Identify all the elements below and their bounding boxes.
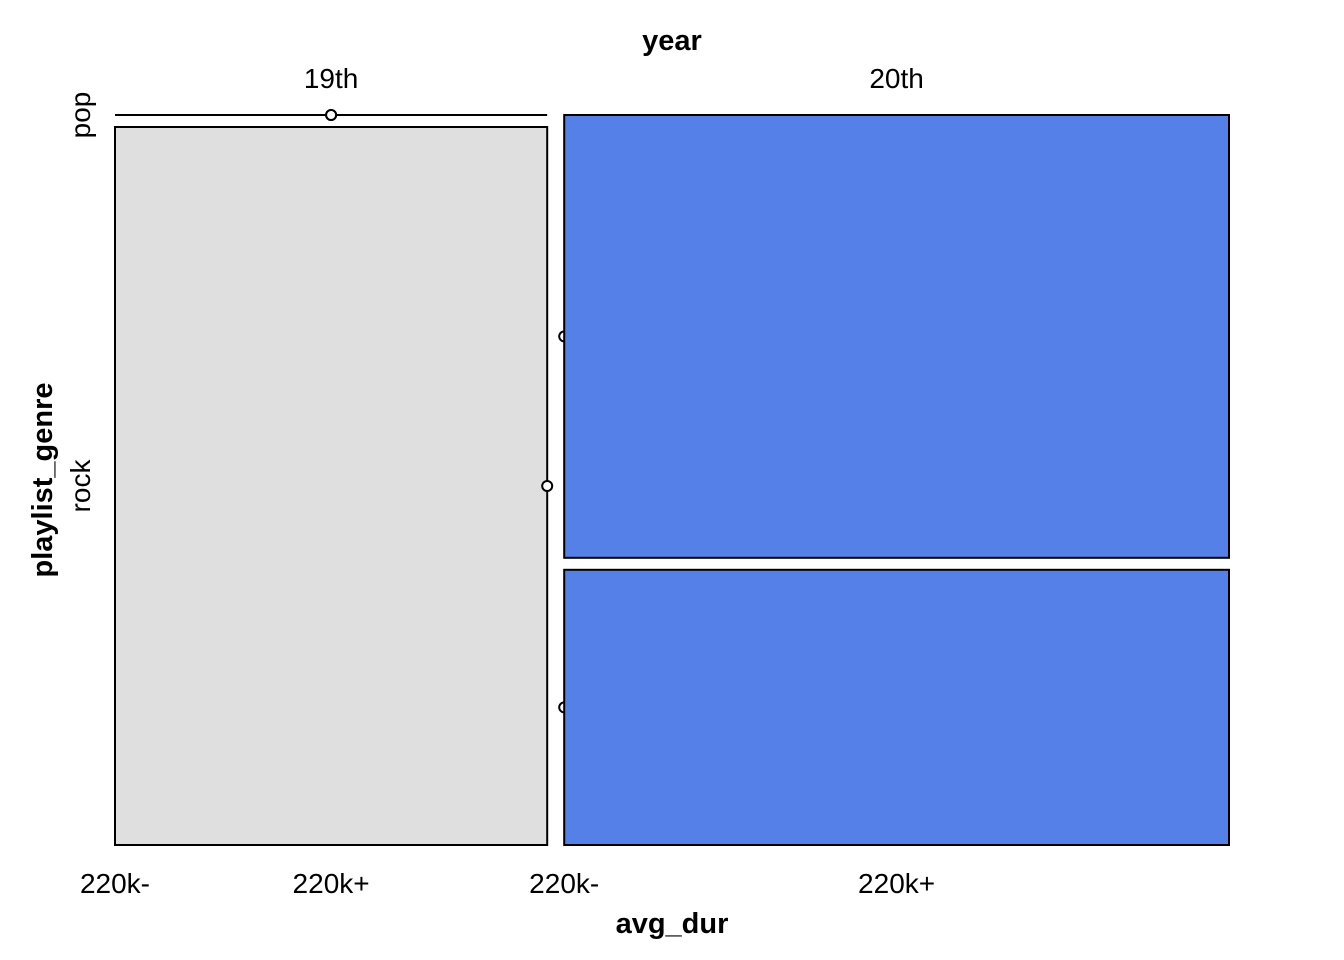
avg-dur-label-19th-220k: 220k+ bbox=[293, 868, 370, 899]
left-variable-title: playlist_genre bbox=[27, 382, 59, 577]
top-variable-title: year bbox=[642, 25, 702, 57]
mosaic-cell-20th-rock-220k bbox=[563, 568, 1230, 846]
mosaic-cell-19th-rock-220k-empty-marker bbox=[541, 480, 554, 492]
bottom-variable-title: avg_dur bbox=[616, 908, 729, 940]
mosaic-cell-20th-pop-220k bbox=[563, 114, 1230, 559]
year-label-19th: 19th bbox=[304, 63, 359, 94]
avg-dur-label-20th-220k: 220k+ bbox=[858, 868, 935, 899]
mosaic-cell-19th-rock-220k bbox=[114, 126, 549, 846]
avg-dur-label-19th-220k: 220k- bbox=[80, 868, 150, 899]
avg-dur-label-20th-220k: 220k- bbox=[529, 868, 599, 899]
year-label-20th: 20th bbox=[869, 63, 924, 94]
mosaic-cell-19th-pop-220k-empty-marker bbox=[325, 109, 338, 121]
genre-label-pop: pop bbox=[65, 92, 96, 139]
genre-label-rock: rock bbox=[65, 459, 96, 513]
